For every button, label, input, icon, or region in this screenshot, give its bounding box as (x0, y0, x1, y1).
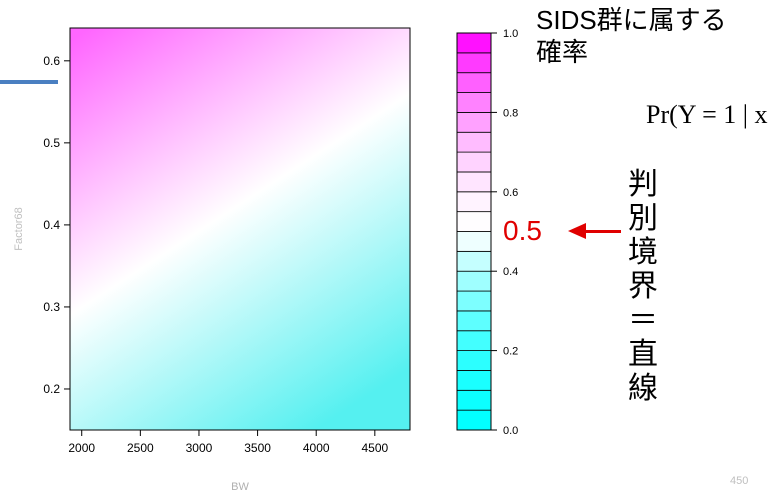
threshold-label: 0.5 (503, 215, 542, 246)
colorbar-level (456, 151, 492, 173)
y-tick-label: 0.3 (43, 300, 60, 314)
colorbar-level (456, 131, 492, 153)
heatmap-surface (70, 28, 410, 430)
colorbar-tick-label: 0.4 (503, 266, 518, 278)
x-tick-label: 3500 (244, 441, 271, 455)
y-tick-label: 0.4 (43, 218, 60, 232)
decision-boundary-note: 判別境界＝直線 (628, 168, 658, 405)
colorbar-tick-label: 0.8 (503, 107, 518, 119)
x-tick-label: 3000 (186, 441, 213, 455)
y-tick-label: 0.2 (43, 382, 60, 396)
colorbar-level (456, 389, 492, 411)
colorbar-level (456, 310, 492, 332)
colorbar-level (456, 92, 492, 113)
colorbar-tick-label: 0.0 (503, 425, 518, 437)
colorbar-level (456, 370, 492, 391)
colorbar-level (456, 290, 492, 312)
colorbar-level (456, 231, 492, 252)
colorbar-level (456, 250, 492, 272)
colorbar-level (456, 211, 492, 232)
colorbar-level (456, 171, 492, 193)
x-tick-label: 4000 (303, 441, 330, 455)
axes: 2000 2500 3000 3500 4000 4500 0.2 0.3 0.4 0.5 0.6 B… (13, 54, 388, 493)
colorbar-tick-label: 1.0 (503, 28, 518, 40)
colorbar-level (456, 191, 492, 213)
plot-border (69, 27, 411, 431)
y-tick-label: 0.5 (43, 136, 60, 150)
page-number: 450 (730, 475, 749, 487)
colorbar-level (456, 52, 492, 74)
colorbar-level (456, 409, 492, 431)
x-axis-label: BW (231, 481, 249, 493)
colorbar-level (456, 350, 492, 371)
colorbar-tick-label: 0.2 (503, 346, 518, 358)
probability-formula: Pr(Y = 1 | x (646, 100, 768, 129)
arrow-shaft (585, 230, 621, 233)
x-tick-label: 2500 (127, 441, 154, 455)
x-tick-label: 2000 (68, 441, 95, 455)
y-axis-label: Factor68 (13, 207, 25, 250)
colorbar-border (456, 32, 492, 431)
accent-line (0, 80, 58, 84)
x-tick-label: 4500 (361, 441, 388, 455)
colorbar-level (456, 32, 492, 54)
y-tick-label: 0.6 (43, 54, 60, 68)
plot-area (69, 27, 411, 431)
colorbar: 0.0 0.2 0.4 0.6 0.8 1.0 (456, 28, 518, 437)
colorbar-level (456, 270, 492, 292)
left-arrow-icon (568, 223, 586, 239)
colorbar-level (456, 112, 492, 133)
colorbar-level (456, 330, 492, 352)
colorbar-tick-label: 0.6 (503, 187, 518, 199)
colorbar-level (456, 72, 492, 93)
legend-title: SIDS群に属する確率 (536, 5, 727, 67)
